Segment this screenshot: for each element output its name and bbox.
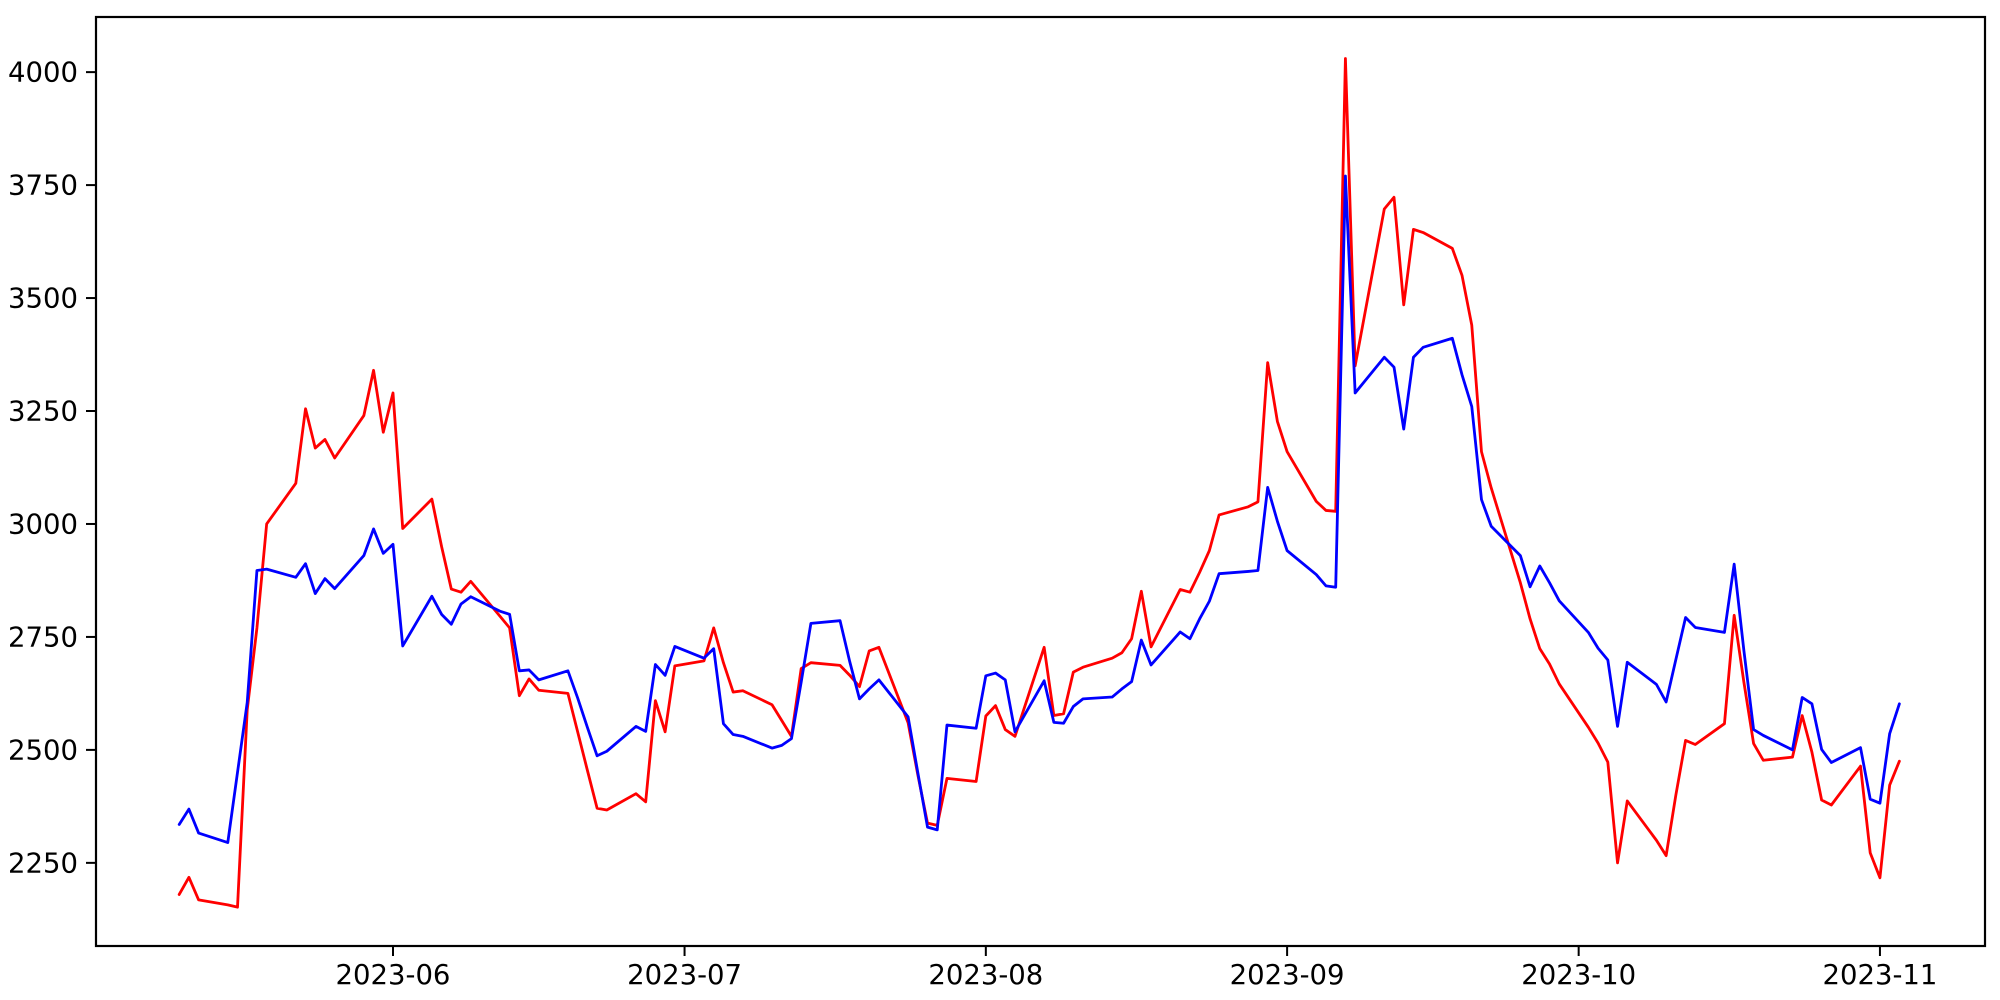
- x-tick-label: 2023-08: [928, 959, 1043, 991]
- y-tick-label: 3750: [8, 170, 78, 202]
- x-tick-label: 2023-07: [627, 959, 742, 991]
- blue-series-line: [177, 174, 1901, 844]
- x-tick-label: 2023-10: [1521, 959, 1636, 991]
- y-tick-label: 2750: [8, 621, 78, 653]
- y-tick-label: 4000: [8, 57, 78, 89]
- y-tick-label: 2250: [8, 847, 78, 879]
- y-tick-label: 3250: [8, 396, 78, 428]
- y-tick-label: 2500: [8, 734, 78, 766]
- x-tick-label: 2023-06: [336, 959, 451, 991]
- red-series-line: [177, 57, 1901, 909]
- x-tick-label: 2023-09: [1230, 959, 1345, 991]
- x-tick-label: 2023-11: [1822, 959, 1937, 991]
- y-tick-label: 3000: [8, 508, 78, 540]
- plot-frame: [94, 15, 1987, 948]
- y-tick-label: 3500: [8, 283, 78, 315]
